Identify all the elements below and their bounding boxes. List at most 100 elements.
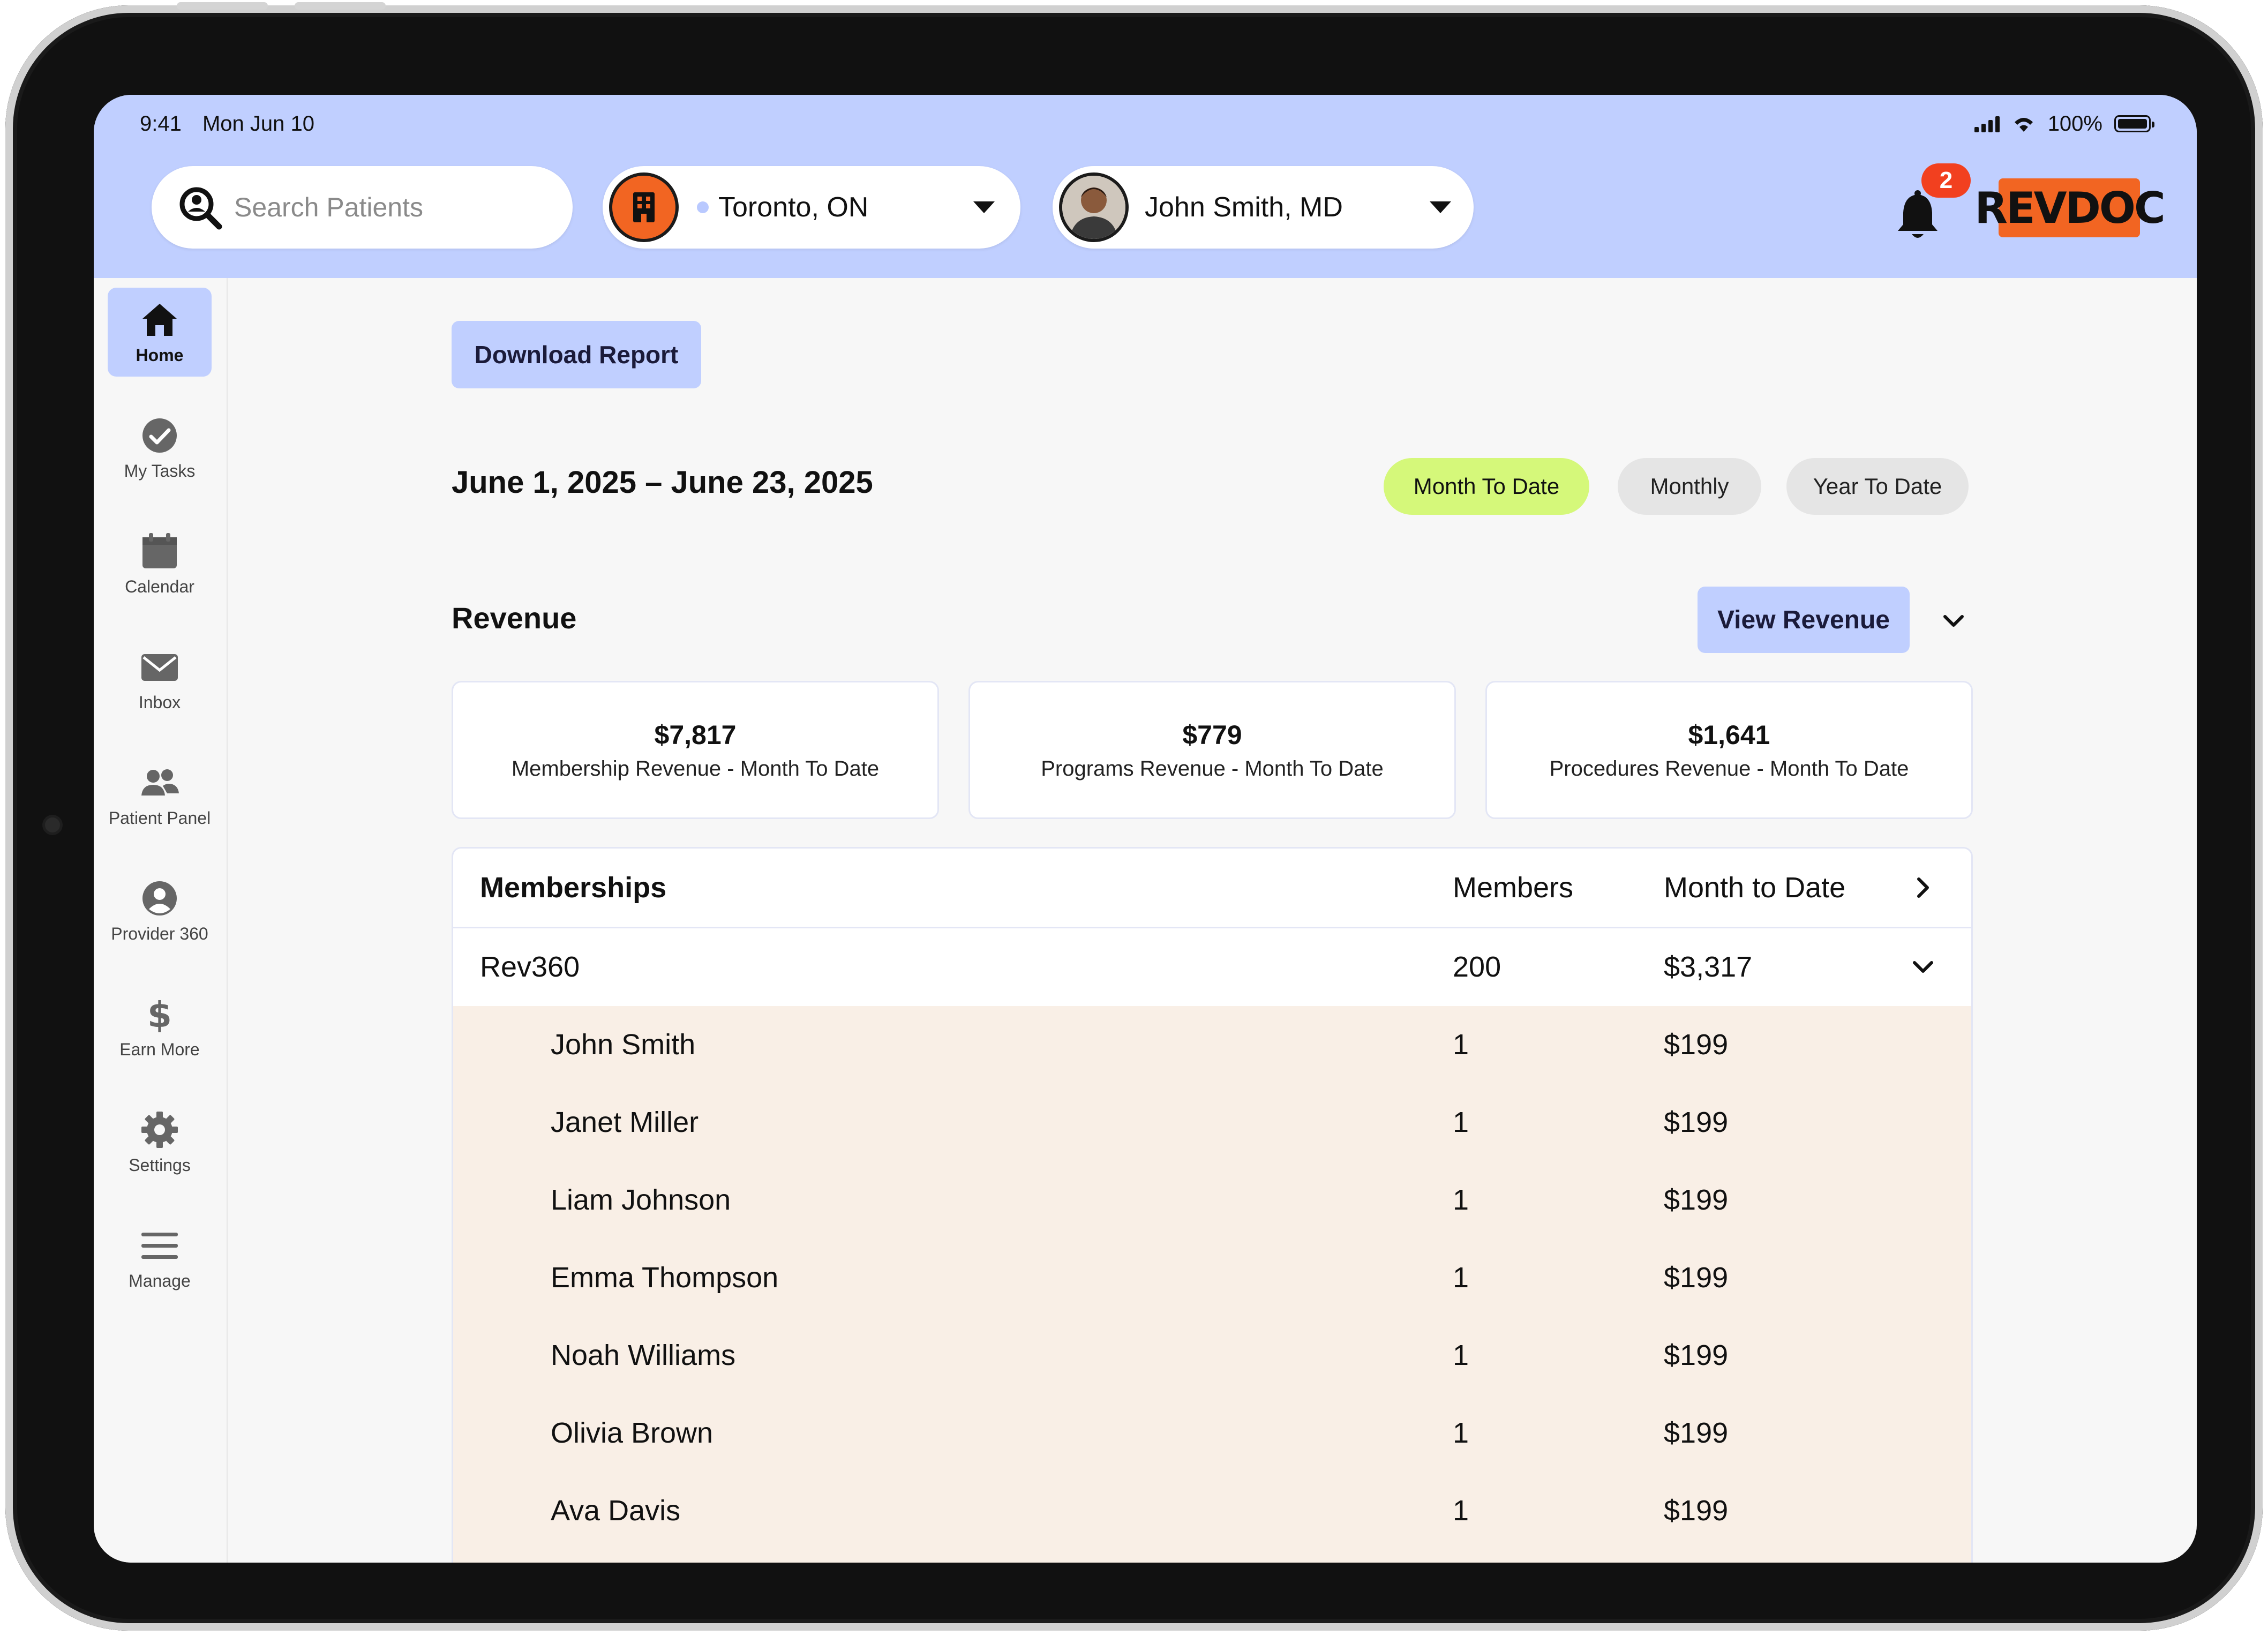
sidebar-item-calendar[interactable]: Calendar	[108, 519, 212, 608]
sidebar-item-label: Manage	[129, 1271, 191, 1290]
search-user-icon	[179, 187, 222, 230]
dollar-icon: $	[147, 994, 172, 1034]
table-row[interactable]: Ava Davis 1 $199	[453, 1472, 1971, 1550]
sidebar-item-earn-more[interactable]: $ Earn More	[108, 982, 212, 1071]
bell-icon[interactable]	[1888, 187, 1947, 246]
top-bar: 9:41 Mon Jun 10 100%	[94, 95, 2197, 278]
sidebar-item-label: Calendar	[125, 576, 194, 596]
tablet-frame: 9:41 Mon Jun 10 100%	[5, 2, 2263, 1631]
location-label: Toronto, ON	[718, 192, 869, 223]
expanded-members-list: John Smith 1 $199 Janet Miller 1 $199 Li…	[453, 1006, 1971, 1563]
svg-text:$: $	[147, 994, 172, 1034]
column-header-members: Members	[1453, 872, 1574, 904]
card-label: Membership Revenue - Month To Date	[511, 756, 880, 781]
sidebar-item-my-tasks[interactable]: My Tasks	[108, 403, 212, 492]
sidebar-item-manage[interactable]: Manage	[108, 1213, 212, 1302]
group-members: 200	[1453, 951, 1501, 983]
status-time: 9:41	[140, 111, 182, 136]
sidebar-item-label: Home	[136, 345, 184, 365]
member-month-to-date: $199	[1664, 1339, 1729, 1371]
membership-group-row[interactable]: Rev360 200 $3,317	[453, 928, 1971, 1006]
member-name: Noah Williams	[551, 1339, 736, 1371]
sidebar-item-label: Patient Panel	[108, 808, 211, 828]
download-report-button[interactable]: Download Report	[452, 321, 701, 388]
tab-monthly[interactable]: Monthly	[1618, 458, 1761, 515]
caret-down-icon	[973, 201, 995, 213]
gear-icon	[141, 1111, 178, 1148]
menu-icon	[141, 1232, 178, 1259]
group-name: Rev360	[480, 951, 580, 983]
location-status-dot	[697, 201, 709, 213]
location-selector[interactable]: Toronto, ON	[603, 166, 1020, 249]
search-input[interactable]: Search Patients	[234, 192, 423, 222]
status-bar: 9:41 Mon Jun 10 100%	[140, 102, 2154, 145]
card-value: $1,641	[1688, 719, 1770, 750]
app-screen: 9:41 Mon Jun 10 100%	[94, 95, 2197, 1563]
card-value: $7,817	[654, 719, 737, 750]
volume-button	[177, 2, 268, 10]
table-row[interactable]: Olivia Brown 1 $199	[453, 1394, 1971, 1472]
table-row[interactable]: Janet Miller 1 $199	[453, 1084, 1971, 1161]
home-icon	[142, 303, 177, 336]
sidebar-item-home[interactable]: Home	[108, 288, 212, 377]
table-row[interactable]: John Smith 1 $199	[453, 1006, 1971, 1084]
notification-badge: 2	[1921, 163, 1971, 198]
calendar-icon	[142, 532, 177, 568]
member-month-to-date: $199	[1664, 1106, 1729, 1138]
member-name: John Smith	[551, 1029, 696, 1061]
chevron-down-icon[interactable]	[1939, 606, 1969, 636]
clinic-building-icon	[609, 172, 679, 242]
sidebar-item-patient-panel[interactable]: Patient Panel	[108, 751, 212, 839]
member-month-to-date: $199	[1664, 1417, 1729, 1449]
table-header: Memberships Members Month to Date	[453, 849, 1971, 928]
battery-icon	[2114, 115, 2154, 132]
member-name: Emma Thompson	[551, 1262, 779, 1294]
tab-month-to-date[interactable]: Month To Date	[1384, 458, 1589, 515]
sidebar-item-label: Settings	[129, 1155, 191, 1175]
membership-revenue-card: $7,817 Membership Revenue - Month To Dat…	[452, 681, 939, 819]
member-count: 1	[1453, 1029, 1469, 1061]
tab-year-to-date[interactable]: Year To Date	[1786, 458, 1969, 515]
memberships-table: Memberships Members Month to Date Rev360…	[452, 847, 1973, 1563]
member-month-to-date: $199	[1664, 1184, 1729, 1216]
card-label: Programs Revenue - Month To Date	[1041, 756, 1384, 781]
chevron-right-icon[interactable]	[1908, 873, 1938, 903]
wifi-icon	[2014, 118, 2033, 132]
sidebar-item-provider-360[interactable]: Provider 360	[108, 866, 212, 955]
view-revenue-button[interactable]: View Revenue	[1698, 587, 1910, 653]
caret-down-icon	[1430, 201, 1451, 213]
member-month-to-date: $199	[1664, 1495, 1729, 1527]
member-count: 1	[1453, 1262, 1469, 1294]
member-month-to-date: $199	[1664, 1029, 1729, 1061]
column-header-memberships: Memberships	[480, 872, 667, 904]
sidebar-item-label: Inbox	[138, 692, 181, 712]
table-row[interactable]: Liam Johnson 1 $199	[453, 1161, 1971, 1239]
battery-percent: 100%	[2047, 111, 2102, 136]
revdoc-logo: REVDOC	[1974, 178, 2166, 237]
patient-search[interactable]: Search Patients	[152, 166, 573, 249]
member-name: Ava Davis	[551, 1495, 681, 1527]
avatar	[1059, 172, 1129, 242]
mail-icon	[141, 654, 178, 681]
chevron-down-icon[interactable]	[1908, 952, 1938, 982]
column-header-month-to-date: Month to Date	[1664, 872, 1846, 904]
user-circle-icon	[142, 881, 177, 915]
member-name: Janet Miller	[551, 1106, 699, 1138]
table-row[interactable]: Noah Williams 1 $199	[453, 1317, 1971, 1394]
user-name: John Smith, MD	[1145, 192, 1343, 223]
card-label: Procedures Revenue - Month To Date	[1549, 756, 1909, 781]
sidebar: Home My Tasks Calendar Inbox Patient Pan…	[94, 278, 228, 1563]
table-row[interactable]: Emma Thompson 1 $199	[453, 1239, 1971, 1317]
sidebar-item-settings[interactable]: Settings	[108, 1098, 212, 1187]
status-date: Mon Jun 10	[202, 111, 315, 136]
front-camera	[45, 817, 60, 832]
card-value: $779	[1182, 719, 1242, 750]
users-icon	[141, 769, 179, 796]
sidebar-item-inbox[interactable]: Inbox	[108, 635, 212, 724]
cellular-signal-icon	[1974, 115, 2000, 132]
member-month-to-date: $199	[1664, 1262, 1729, 1294]
user-selector[interactable]: John Smith, MD	[1053, 166, 1474, 249]
sidebar-item-label: Provider 360	[111, 924, 208, 943]
member-name: Liam Johnson	[551, 1184, 731, 1216]
check-circle-icon	[142, 418, 177, 453]
